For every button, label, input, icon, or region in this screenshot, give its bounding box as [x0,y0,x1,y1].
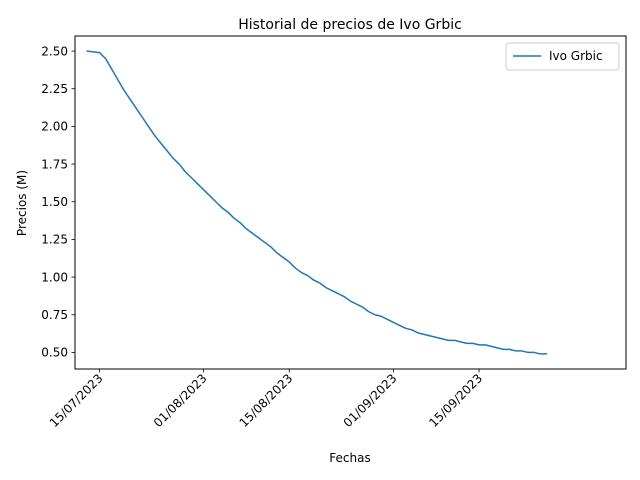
legend-label: Ivo Grbic [549,49,603,63]
y-tick-label: 2.00 [41,120,68,134]
chart-title: Historial de precios de Ivo Grbic [238,17,462,33]
legend: Ivo Grbic [505,42,620,71]
y-tick-label: 1.50 [41,195,68,209]
y-tick-label: 1.75 [41,157,68,171]
y-axis-title: Precios (M) [15,170,29,236]
legend-box [505,42,620,71]
series-layer [86,50,548,355]
x-axis-title: Fechas [329,451,370,465]
y-tick-label: 0.50 [41,346,68,360]
y-tick-label: 1.25 [41,233,68,247]
y-tick-label: 1.00 [41,270,68,284]
series-line-0 [86,50,548,355]
y-tick-label: 2.25 [41,82,68,96]
y-tick-label: 2.50 [41,44,68,58]
y-tick-label: 0.75 [41,308,68,322]
y-axis-ticks: 0.50 0.75 1.00 1.25 1.50 1.75 2.00 2.25 2.50 [41,44,75,360]
plot-frame [74,35,627,370]
